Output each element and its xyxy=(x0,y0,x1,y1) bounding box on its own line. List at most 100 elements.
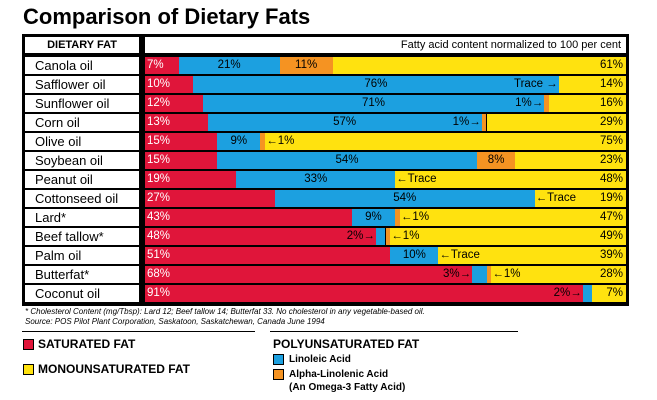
bar-segment-saturated: 10% xyxy=(145,76,194,93)
bar-value-label: 61% xyxy=(599,59,623,71)
legend-label-saturated: SATURATED FAT xyxy=(38,337,136,351)
footnote-source: Source: POS Pilot Plant Corporation, Sas… xyxy=(25,317,325,326)
bar-segment-mono: 39% xyxy=(438,247,626,264)
bar-segment-mono: 75% xyxy=(265,133,626,150)
bar-segment-saturated: 19% xyxy=(145,171,237,188)
bar-value-label: 9% xyxy=(365,211,382,223)
bar-annotation: 1%→ xyxy=(515,97,544,109)
bar-segment-mono: 61% xyxy=(332,57,626,74)
bar-segment-linoleic xyxy=(472,266,487,283)
legend-label-alpha-sub: (An Omega-3 Fatty Acid) xyxy=(289,382,406,393)
bar-value-label: 47% xyxy=(599,211,623,223)
bar-segment-saturated: 91% xyxy=(145,285,583,302)
legend-title-poly: POLYUNSATURATED FAT xyxy=(273,337,420,351)
legend-divider-left xyxy=(22,331,255,332)
bar-segment-saturated: 7% xyxy=(145,57,179,74)
bar-value-label: 68% xyxy=(147,268,171,280)
row-label: Corn oil xyxy=(25,114,139,131)
bar-value-label: 91% xyxy=(147,287,171,299)
bar-value-label: 75% xyxy=(599,135,623,147)
bar-segment-mono: 23% xyxy=(515,152,626,169)
row-label: Peanut oil xyxy=(25,171,139,188)
bar-value-label: 21% xyxy=(217,59,241,71)
bar-value-label: 23% xyxy=(599,154,623,166)
bar-segment-saturated: 15% xyxy=(145,133,218,150)
row-label: Cottonseed oil xyxy=(25,190,139,207)
bar-annotation: ←1% xyxy=(266,135,295,147)
bar-annotation: ←1% xyxy=(391,230,420,242)
bar-value-label: 54% xyxy=(393,192,417,204)
chart-title: Comparison of Dietary Fats xyxy=(23,4,311,29)
bar-segment-linoleic: 9% xyxy=(351,209,396,226)
bar-segment-alpha xyxy=(395,209,400,226)
row-label: Canola oil xyxy=(25,57,139,74)
footnote-cholesterol: * Cholesterol Content (mg/Tbsp): Lard 12… xyxy=(25,307,425,316)
bar-segment-linoleic: 21% xyxy=(178,57,280,74)
bar-segment-linoleic xyxy=(375,228,386,245)
bar-segment-saturated: 48% xyxy=(145,228,376,245)
bar-value-label: 27% xyxy=(147,192,171,204)
bar-segment-mono: 14% xyxy=(558,76,626,93)
bar-segment-saturated: 43% xyxy=(145,209,352,226)
bar-value-label: 19% xyxy=(599,192,623,204)
bar-value-label: 71% xyxy=(361,97,385,109)
bar-value-label: 43% xyxy=(147,211,171,223)
bar-value-label: 29% xyxy=(599,116,623,128)
bar-annotation: ←1% xyxy=(492,268,521,280)
bar-segment-mono: 48% xyxy=(395,171,626,188)
bar-annotation: ←Trace xyxy=(439,249,480,261)
bar-value-label: 76% xyxy=(364,78,388,90)
bar-value-label: 19% xyxy=(147,173,171,185)
bar-annotation: 2%→ xyxy=(553,287,582,299)
bar-segment-linoleic: 71% xyxy=(202,95,545,112)
bar-value-label: 7% xyxy=(606,287,623,299)
bar-segment-mono: 19% xyxy=(534,190,626,207)
bar-segment-linoleic xyxy=(582,285,593,302)
bar-value-label: 48% xyxy=(599,173,623,185)
bar-value-label: 51% xyxy=(147,249,171,261)
bar-segment-alpha xyxy=(481,114,487,131)
bar-value-label: 15% xyxy=(147,135,171,147)
bar-value-label: 12% xyxy=(147,97,171,109)
bar-segment-saturated: 51% xyxy=(145,247,391,264)
bar-value-label: 11% xyxy=(295,59,318,71)
bar-value-label: 13% xyxy=(147,116,171,128)
bar-segment-mono: 29% xyxy=(486,114,626,131)
row-label: Soybean oil xyxy=(25,152,139,169)
row-label: Safflower oil xyxy=(25,76,139,93)
bar-segment-linoleic: 33% xyxy=(236,171,396,188)
header-normalized: Fatty acid content normalized to 100 per… xyxy=(145,37,626,53)
legend-label-mono: MONOUNSATURATED FAT xyxy=(38,362,190,376)
bar-value-label: 48% xyxy=(147,230,171,242)
bar-segment-linoleic: 57% xyxy=(207,114,482,131)
bar-segment-mono: 16% xyxy=(549,95,626,112)
bar-segment-mono: 49% xyxy=(390,228,626,245)
bar-annotation: ←Trace xyxy=(396,173,437,185)
bar-value-label: 28% xyxy=(599,268,623,280)
legend-divider-right xyxy=(270,331,518,332)
bar-value-label: 49% xyxy=(599,230,623,242)
bar-value-label: 39% xyxy=(599,249,623,261)
legend-swatch-saturated xyxy=(23,339,34,350)
row-label: Olive oil xyxy=(25,133,139,150)
header-dietary-fat: DIETARY FAT xyxy=(25,37,139,53)
bar-annotation: 1%→ xyxy=(452,116,481,128)
bar-value-label: 15% xyxy=(147,154,171,166)
bar-value-label: 33% xyxy=(304,173,328,185)
bar-segment-alpha xyxy=(260,133,266,150)
bar-segment-linoleic: 54% xyxy=(274,190,535,207)
bar-segment-mono: 28% xyxy=(491,266,626,283)
bar-segment-alpha xyxy=(544,95,550,112)
bar-value-label: 57% xyxy=(333,116,357,128)
bar-value-label: 14% xyxy=(599,78,623,90)
row-label: Beef tallow* xyxy=(25,228,139,245)
bar-segment-linoleic: 9% xyxy=(217,133,261,150)
row-label: Sunflower oil xyxy=(25,95,139,112)
bar-value-label: 54% xyxy=(335,154,359,166)
row-label: Lard* xyxy=(25,209,139,226)
row-label: Butterfat* xyxy=(25,266,139,283)
bar-annotation: ←1% xyxy=(400,211,430,223)
bar-segment-saturated: 27% xyxy=(145,190,275,207)
bar-segment-alpha: 11% xyxy=(279,57,333,74)
bar-value-label: 10% xyxy=(402,249,426,261)
